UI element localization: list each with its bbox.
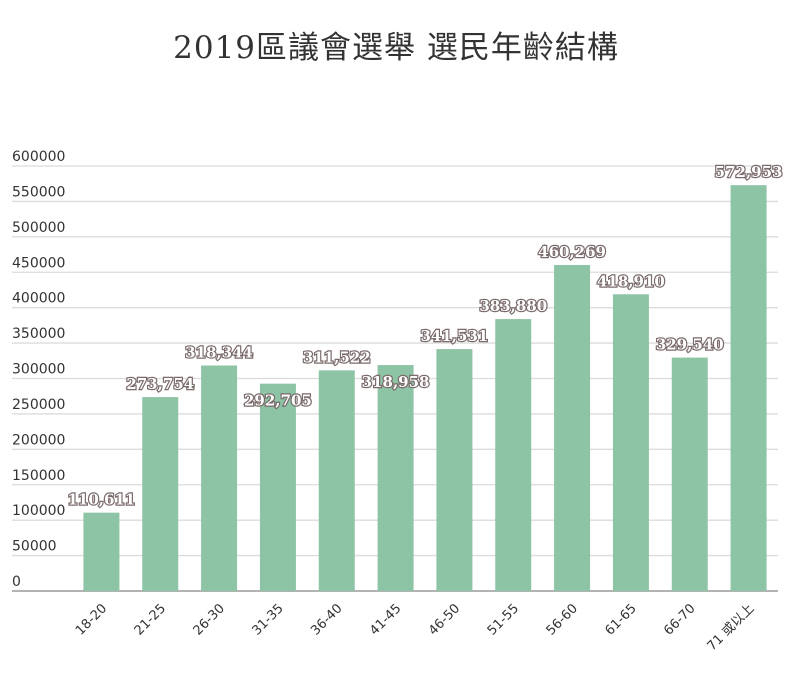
- bar: [142, 397, 179, 591]
- data-label: 460,269: [538, 243, 606, 261]
- y-tick-label: 150000: [12, 468, 65, 484]
- x-tick-label: 61-65: [602, 601, 639, 638]
- x-tick-label: 51-55: [485, 601, 522, 638]
- y-tick-label: 0: [12, 574, 21, 590]
- y-tick-label: 450000: [12, 255, 65, 271]
- x-tick-label: 26-30: [191, 601, 228, 638]
- data-label: 292,705: [244, 392, 312, 410]
- y-tick-label: 400000: [12, 291, 65, 307]
- y-tick-label: 600000: [12, 149, 65, 165]
- data-label: 572,953: [715, 163, 783, 181]
- data-label: 110,611: [67, 491, 135, 509]
- y-tick-label: 250000: [12, 397, 65, 413]
- data-label: 418,910: [597, 272, 665, 290]
- y-tick-label: 200000: [12, 432, 65, 448]
- x-tick-label: 21-25: [132, 601, 169, 638]
- x-tick-label: 46-50: [426, 601, 463, 638]
- data-label: 318,958: [362, 373, 430, 391]
- x-tick-label: 31-35: [249, 601, 286, 638]
- data-label: 273,754: [126, 375, 194, 393]
- x-tick-label: 36-40: [308, 601, 345, 638]
- bar: [377, 365, 414, 591]
- bar: [201, 365, 238, 591]
- data-label: 329,540: [656, 336, 724, 354]
- bar: [671, 357, 708, 591]
- bar: [436, 349, 473, 591]
- y-tick-label: 300000: [12, 362, 65, 378]
- y-tick-label: 100000: [12, 503, 65, 519]
- data-label: 318,344: [185, 344, 253, 362]
- bar: [259, 383, 296, 591]
- bar: [612, 294, 649, 591]
- y-tick-label: 550000: [12, 184, 65, 200]
- x-tick-label: 66-70: [661, 601, 698, 638]
- data-label: 341,531: [420, 327, 488, 345]
- y-tick-label: 350000: [12, 326, 65, 342]
- bar: [83, 512, 120, 591]
- y-tick-label: 50000: [12, 539, 57, 555]
- x-tick-label: 18-20: [73, 601, 110, 638]
- bar: [495, 319, 532, 591]
- bar: [554, 264, 591, 591]
- x-tick-label: 41-45: [367, 601, 404, 638]
- bar: [318, 370, 355, 591]
- y-tick-label: 500000: [12, 220, 65, 236]
- x-tick-label: 71 或以上: [705, 601, 758, 654]
- x-tick-label: 56-60: [544, 601, 581, 638]
- chart-title: 2019區議會選舉 選民年齡結構: [173, 30, 619, 66]
- data-label: 311,522: [303, 348, 371, 366]
- bar: [730, 185, 767, 591]
- data-label: 383,880: [479, 297, 547, 315]
